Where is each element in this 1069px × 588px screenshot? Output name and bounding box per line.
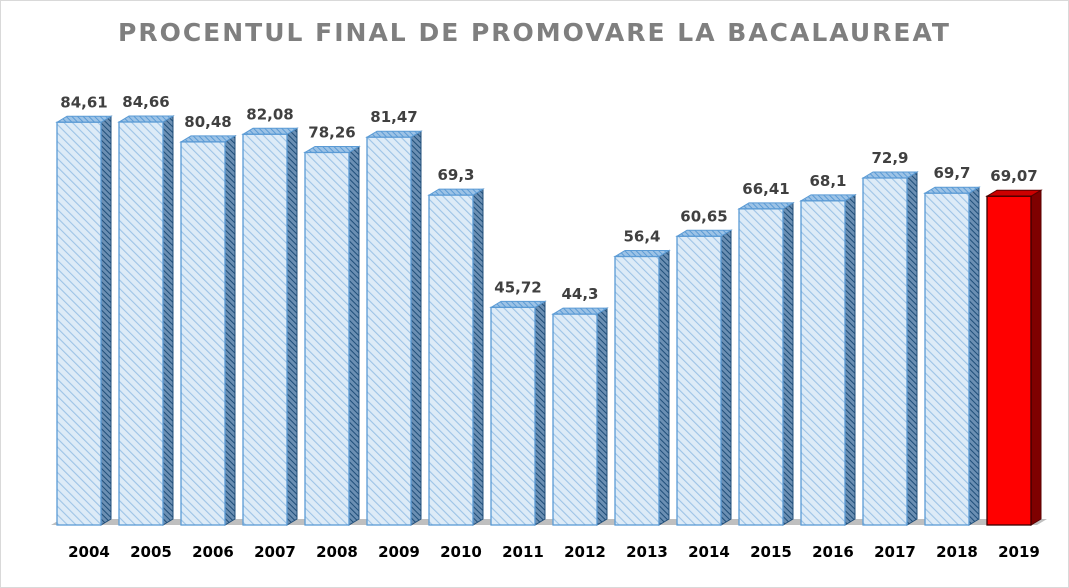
bar-side-2009 [410,130,422,526]
bar-top-2015 [737,202,795,210]
category-label-2008: 2008 [316,543,358,561]
bar-2008 [303,145,361,526]
bar-front-2006 [180,141,226,526]
bar-front-2017 [862,177,908,526]
value-label-2016: 68,1 [809,172,846,190]
value-label-2011: 45,72 [494,278,541,296]
value-label-2010: 69,3 [437,166,474,184]
value-label-2008: 78,26 [308,123,355,141]
bar-top-2004 [55,115,113,123]
bar-2005 [117,115,175,526]
bar-front-2013 [614,255,660,526]
bar-2010 [427,188,485,526]
bar-top-2018 [923,186,981,194]
bar-2015 [737,202,795,526]
category-label-2006: 2006 [192,543,234,561]
bar-top-2013 [613,250,671,258]
bar-front-2010 [428,194,474,526]
bar-side-2006 [224,135,236,526]
bar-side-2012 [596,307,608,526]
bar-side-2004 [100,115,112,526]
bar-2013 [613,249,671,526]
bar-side-2014 [720,229,732,526]
value-label-2006: 80,48 [184,113,231,131]
category-label-2017: 2017 [874,543,916,561]
category-label-2016: 2016 [812,543,854,561]
category-label-2015: 2015 [750,543,792,561]
bar-front-2008 [304,151,350,526]
value-label-2012: 44,3 [561,285,598,303]
bar-front-2004 [56,121,102,526]
value-label-2019: 69,07 [990,167,1037,185]
bar-top-2007 [241,127,299,135]
category-label-2018: 2018 [936,543,978,561]
category-label-2007: 2007 [254,543,296,561]
bar-side-2015 [782,202,794,526]
bar-top-2008 [303,145,361,153]
bar-front-2018 [924,192,970,526]
bar-front-2014 [676,235,722,526]
value-label-2018: 69,7 [933,164,970,182]
category-label-2010: 2010 [440,543,482,561]
bar-side-2013 [658,249,670,526]
bar-2019 [985,189,1043,526]
bar-2011 [489,300,547,526]
bar-top-2011 [489,300,547,308]
value-label-2004: 84,61 [60,93,107,111]
bar-top-2014 [675,229,733,237]
value-label-2015: 66,41 [742,180,789,198]
bar-2016 [799,193,857,526]
value-label-2014: 60,65 [680,207,727,225]
bar-2006 [179,135,237,526]
bar-front-2019 [986,195,1032,526]
bar-side-2017 [906,171,918,526]
bar-front-2012 [552,313,598,526]
bar-top-2017 [861,171,919,179]
category-label-2014: 2014 [688,543,730,561]
bar-side-2008 [348,145,360,526]
bar-front-2011 [490,306,536,526]
bar-2017 [861,171,919,526]
chart-floor [51,519,1047,525]
bar-top-2009 [365,130,423,138]
value-label-2007: 82,08 [246,105,293,123]
bar-top-2019 [985,189,1043,197]
value-label-2017: 72,9 [871,149,908,167]
bar-2012 [551,307,609,526]
category-label-2004: 2004 [68,543,110,561]
bar-2009 [365,130,423,526]
category-label-2005: 2005 [130,543,172,561]
bar-side-2010 [472,188,484,526]
bar-top-2005 [117,115,175,123]
bar-side-2016 [844,193,856,526]
value-label-2009: 81,47 [370,108,417,126]
bar-front-2007 [242,133,288,526]
bar-2004 [55,115,113,526]
bar-top-2016 [799,194,857,202]
bar-2007 [241,127,299,526]
bar-side-2005 [162,115,174,526]
category-label-2011: 2011 [502,543,544,561]
bar-top-2006 [179,135,237,143]
value-label-2013: 56,4 [623,228,660,246]
bar-front-2009 [366,136,412,526]
bar-front-2005 [118,121,164,526]
category-label-2009: 2009 [378,543,420,561]
bar-side-2019 [1030,189,1042,526]
bar-side-2007 [286,127,298,526]
chart-title: PROCENTUL FINAL DE PROMOVARE LA BACALAUR… [118,18,951,47]
value-label-2005: 84,66 [122,93,169,111]
bar-front-2015 [738,208,784,526]
bar-front-2016 [800,200,846,526]
category-label-2013: 2013 [626,543,668,561]
bar-top-2010 [427,188,485,196]
category-label-2019: 2019 [998,543,1040,561]
bar-2014 [675,229,733,526]
bar-side-2018 [968,186,980,526]
bar-2018 [923,186,981,526]
bar-top-2012 [551,307,609,315]
category-label-2012: 2012 [564,543,606,561]
bar-side-2011 [534,300,546,526]
